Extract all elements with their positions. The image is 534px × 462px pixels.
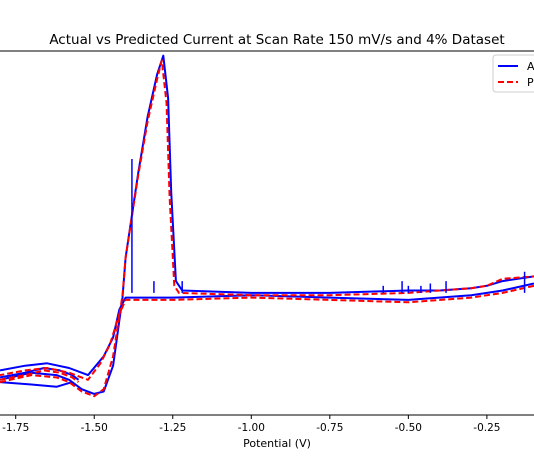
x-tick-label-4: -1.00 bbox=[238, 422, 265, 434]
legend: AP bbox=[492, 54, 534, 93]
axes: -1.75 -1.50 -1.25 -1.00 -0.75 -0.50 -0.25 bbox=[0, 50, 534, 434]
legend-label-1: A bbox=[527, 60, 534, 73]
x-tick-label-6: -0.50 bbox=[395, 422, 422, 434]
series-1-line-2 bbox=[0, 282, 534, 377]
x-tick-label-3: -1.25 bbox=[159, 422, 186, 434]
series-2-line-3 bbox=[0, 369, 80, 383]
plot-area bbox=[0, 54, 534, 398]
x-axis-label: Potential (V) bbox=[243, 437, 311, 450]
series-2-line-2 bbox=[0, 284, 534, 381]
x-tick-label-7: -0.25 bbox=[473, 422, 500, 434]
series-2-line-1 bbox=[0, 59, 534, 398]
series-1-line-1 bbox=[0, 54, 534, 395]
legend-label-2: P bbox=[527, 76, 534, 89]
x-tick-label-5: -0.75 bbox=[316, 422, 343, 434]
x-tick-label-2: -1.50 bbox=[81, 422, 108, 434]
chart-title: Actual vs Predicted Current at Scan Rate… bbox=[49, 32, 504, 48]
series-1-line-4 bbox=[0, 381, 73, 388]
x-tick-label-1: -1.75 bbox=[2, 422, 29, 434]
